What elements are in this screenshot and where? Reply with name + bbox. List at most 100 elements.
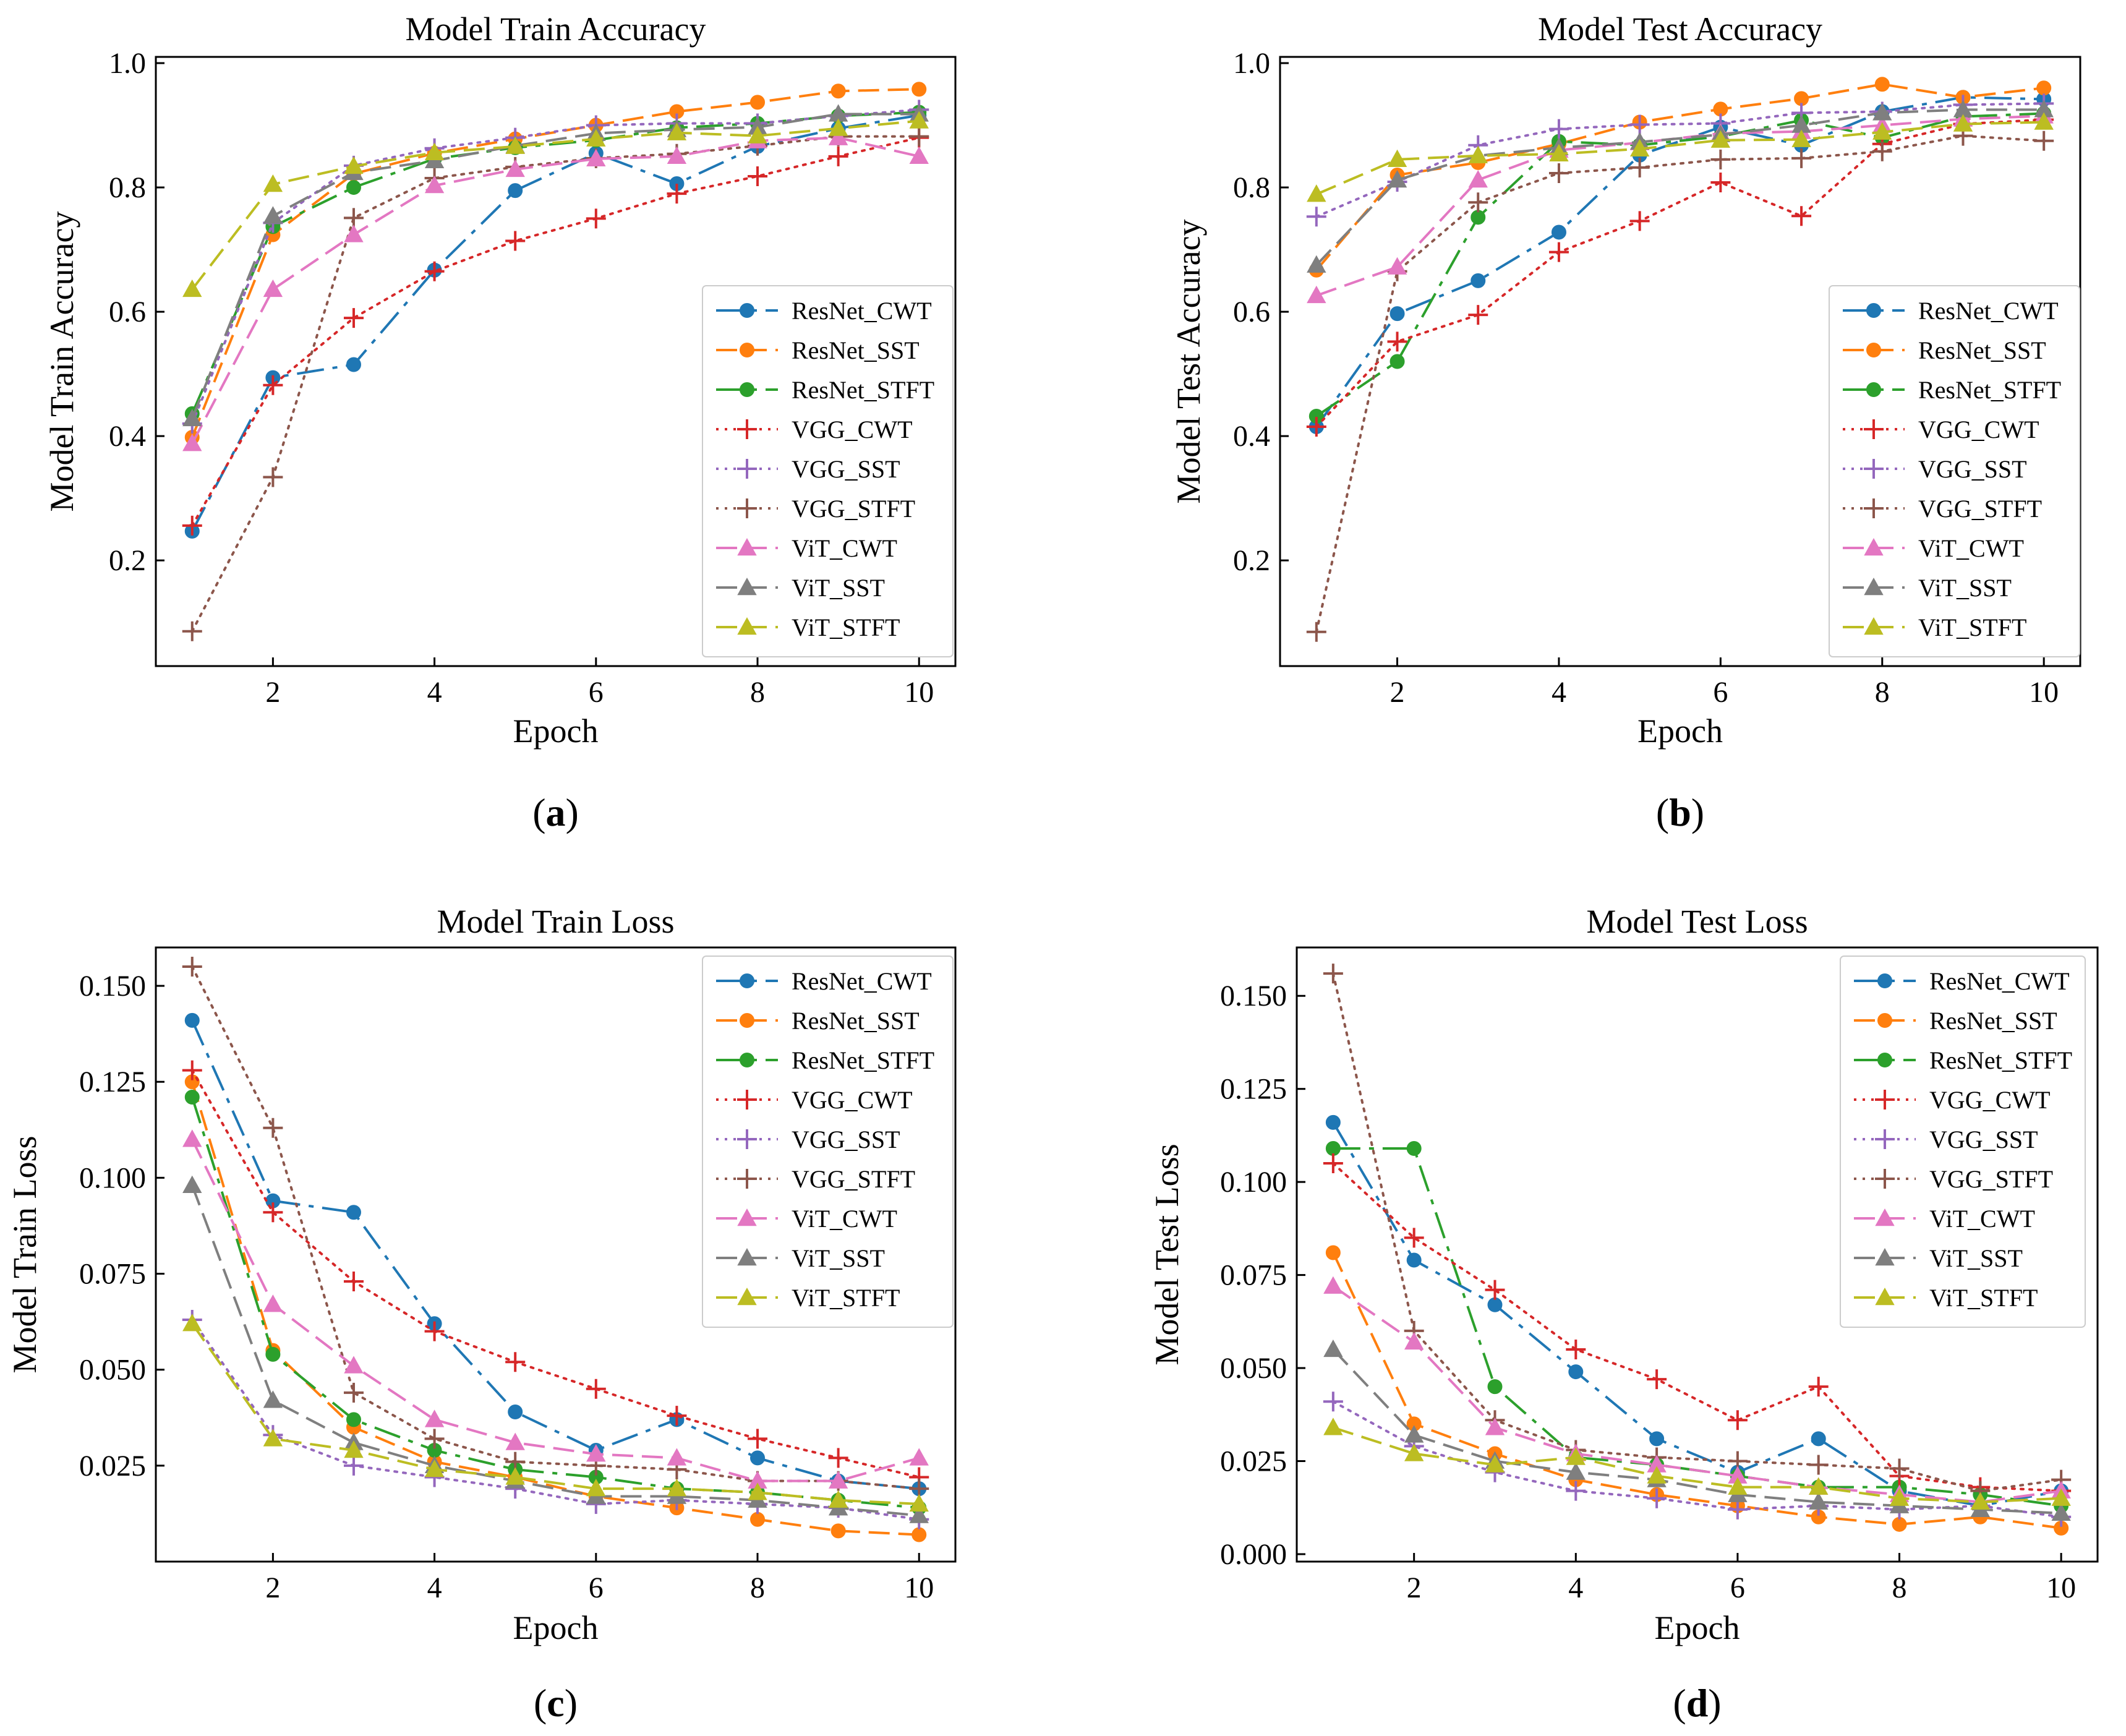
panel-c-point-resnet-sst-10: [911, 1527, 927, 1542]
panel-b-series-line-vgg-sst: [1315, 102, 2046, 218]
panel-b-x-tick-label-2: 2: [1390, 676, 1405, 709]
panel-a-legend-entry-vgg-sst: VGG_SST: [716, 455, 900, 483]
panel-c-point-vit-cwt-2: [263, 1294, 283, 1312]
panel-c-caption: (c): [534, 1681, 578, 1725]
panel-b-y-tick-label-2: 0.6: [1233, 296, 1270, 328]
panel-b-legend-label-vgg-sst: VGG_SST: [1918, 455, 2027, 483]
panel-a-legend-label-resnet-sst: ResNet_SST: [792, 336, 920, 364]
panel-d-series-vit-stft: [1323, 1417, 2071, 1510]
panel-d-point-vgg-cwt-7: [1808, 1377, 1829, 1397]
panel-b-series-line-resnet-stft: [1315, 112, 2044, 417]
panel-a-title: Model Train Accuracy: [406, 11, 706, 48]
panel-a-y-axis-label: Model Train Accuracy: [43, 212, 80, 512]
panel-c-point-vit-stft-2: [263, 1429, 283, 1447]
panel-a-point-vit-cwt-6: [586, 148, 606, 167]
panel-b-series-line-resnet-sst: [1315, 83, 2044, 272]
panel-b-series-line-vit-sst: [1315, 108, 2044, 267]
panel-a-series-vit-stft: [182, 111, 929, 297]
panel-d-point-vgg-sst-5: [1647, 1488, 1667, 1508]
panel-b-plot-area: [1306, 77, 2054, 642]
panel-a-legend-label-vgg-stft: VGG_STFT: [792, 495, 915, 523]
panel-b-y-tick-label-0: 0.2: [1233, 544, 1270, 577]
panel-a-legend-label-vgg-sst: VGG_SST: [792, 455, 900, 483]
panel-d-point-vit-cwt-3: [1485, 1417, 1505, 1435]
panel-a-x-tick-label-8: 8: [750, 676, 765, 709]
panel-d-point-vgg-cwt-3: [1485, 1280, 1505, 1300]
panel-d-point-vit-stft-6: [1728, 1477, 1748, 1495]
panel-c-point-vit-cwt-10: [909, 1448, 929, 1466]
panel-a-legend-entry-resnet-cwt: ResNet_CWT: [716, 297, 932, 325]
panel-b-series-line-vit-stft: [1316, 121, 2044, 195]
panel-d-point-vgg-sst-6: [1727, 1499, 1748, 1520]
panel-a-point-vit-stft-9: [828, 118, 848, 136]
panel-b-caption: (b): [1656, 790, 1704, 834]
panel-b-point-vgg-stft-3: [1468, 192, 1488, 213]
panel-a-point-vit-cwt-1: [182, 434, 202, 451]
panel-a-x-axis-label: Epoch: [513, 712, 599, 750]
panel-c-legend-entry-resnet-stft: ResNet_STFT: [716, 1046, 934, 1074]
panel-d-legend-entry-resnet-cwt: ResNet_CWT: [1854, 967, 2070, 995]
panel-c-series-line-resnet-stft: [190, 1097, 920, 1510]
panel-d-legend-label-resnet-cwt: ResNet_CWT: [1929, 967, 2070, 995]
panel-c-legend-label-vgg-stft: VGG_STFT: [792, 1165, 915, 1193]
panel-c-point-vgg-cwt-7: [667, 1406, 687, 1426]
panel-c-legend-label-resnet-stft: ResNet_STFT: [792, 1046, 934, 1074]
panel-b-legend-entry-resnet-cwt: ResNet_CWT: [1843, 297, 2059, 325]
panel-b-point-vit-stft-1: [1307, 184, 1326, 202]
panel-b-point-vgg-sst-5: [1629, 114, 1650, 135]
panel-a-point-vgg-cwt-9: [828, 146, 848, 166]
panel-d-x-axis-label: Epoch: [1655, 1609, 1740, 1646]
panel-b-point-vit-stft-2: [1387, 149, 1407, 168]
panel-c-point-vgg-stft-3: [343, 1382, 364, 1403]
panel-c-legend-box: [702, 956, 954, 1328]
panel-d-y-tick-label-0: 0.000: [1220, 1538, 1287, 1571]
panel-b-legend-label-vgg-stft: VGG_STFT: [1918, 495, 2042, 523]
panel-a-point-vgg-cwt-3: [343, 308, 364, 328]
panel-a-legend-marker-vgg-sst: [737, 459, 757, 479]
panel-b-legend-entry-vit-stft: ViT_STFT: [1843, 614, 2026, 641]
panel-b-point-vit-stft-4: [1549, 143, 1569, 161]
panel-c-series-vit-cwt: [182, 1129, 929, 1489]
panel-d-legend-label-vgg-cwt: VGG_CWT: [1929, 1086, 2051, 1114]
panel-c-legend-marker-vit-sst: [737, 1247, 757, 1266]
panel-c-legend-label-vgg-cwt: VGG_CWT: [792, 1086, 913, 1114]
panel-b-point-vgg-cwt-2: [1387, 331, 1407, 352]
panel-a-legend-marker-vgg-stft: [737, 498, 757, 518]
panel-d-legend: ResNet_CWT ResNet_SST ResNet_STFT VGG_CWT VG…: [1840, 956, 2086, 1328]
panel-b-point-vit-stft-8: [1872, 122, 1892, 140]
panel-a-point-vit-stft-8: [748, 126, 767, 143]
panel-a-y-tick-label-3: 0.8: [109, 171, 146, 204]
panel-d-point-resnet-cwt-4: [1568, 1364, 1584, 1380]
panel-b-point-vit-cwt-3: [1468, 169, 1488, 188]
panel-a-point-vgg-stft-1: [182, 621, 202, 641]
panel-d-point-vgg-stft-7: [1808, 1455, 1829, 1475]
panel-c-legend-marker-resnet-stft: [740, 1053, 754, 1067]
panel-b-x-tick-label-4: 4: [1552, 676, 1566, 709]
panel-d-point-vit-stft-8: [1889, 1488, 1910, 1506]
panel-a-legend-label-vit-sst: ViT_SST: [792, 574, 885, 602]
panel-b-series-vit-stft: [1307, 112, 2054, 202]
panel-c-point-vit-cwt-6: [586, 1444, 606, 1462]
panel-d-series-line-resnet-cwt: [1332, 1121, 2062, 1507]
panel-d-series-line-resnet-sst: [1332, 1252, 2062, 1529]
panel-d-series-vit-sst: [1323, 1339, 2071, 1521]
panel-c-legend-label-vit-stft: ViT_STFT: [792, 1284, 900, 1312]
panel-a-point-vgg-cwt-1: [182, 515, 202, 536]
panel-a-legend-label-vit-stft: ViT_STFT: [792, 614, 900, 641]
panel-b-x-tick-label-10: 10: [2029, 676, 2059, 709]
panel-c-legend-label-vit-cwt: ViT_CWT: [792, 1205, 897, 1233]
panel-b-point-vgg-cwt-7: [1791, 206, 1812, 226]
panel-c-legend-label-vit-sst: ViT_SST: [792, 1244, 885, 1272]
panel-c-legend-marker-vgg-sst: [737, 1129, 757, 1149]
panel-d-legend-marker-vgg-sst: [1875, 1129, 1895, 1149]
panel-a-series-line-resnet-cwt: [191, 114, 920, 532]
panel-b-point-vgg-cwt-3: [1468, 305, 1488, 325]
panel-a-legend-marker-resnet-stft: [740, 382, 754, 397]
panel-b-series-vit-cwt: [1307, 106, 2054, 304]
panel-b-legend-marker-vit-cwt: [1864, 537, 1884, 556]
panel-c-point-vgg-stft-4: [424, 1429, 445, 1449]
panel-c-y-tick-label-0: 0.025: [79, 1450, 146, 1482]
panel-d-legend-entry-vgg-cwt: VGG_CWT: [1854, 1086, 2051, 1114]
panel-c-legend-marker-resnet-cwt: [740, 973, 754, 988]
